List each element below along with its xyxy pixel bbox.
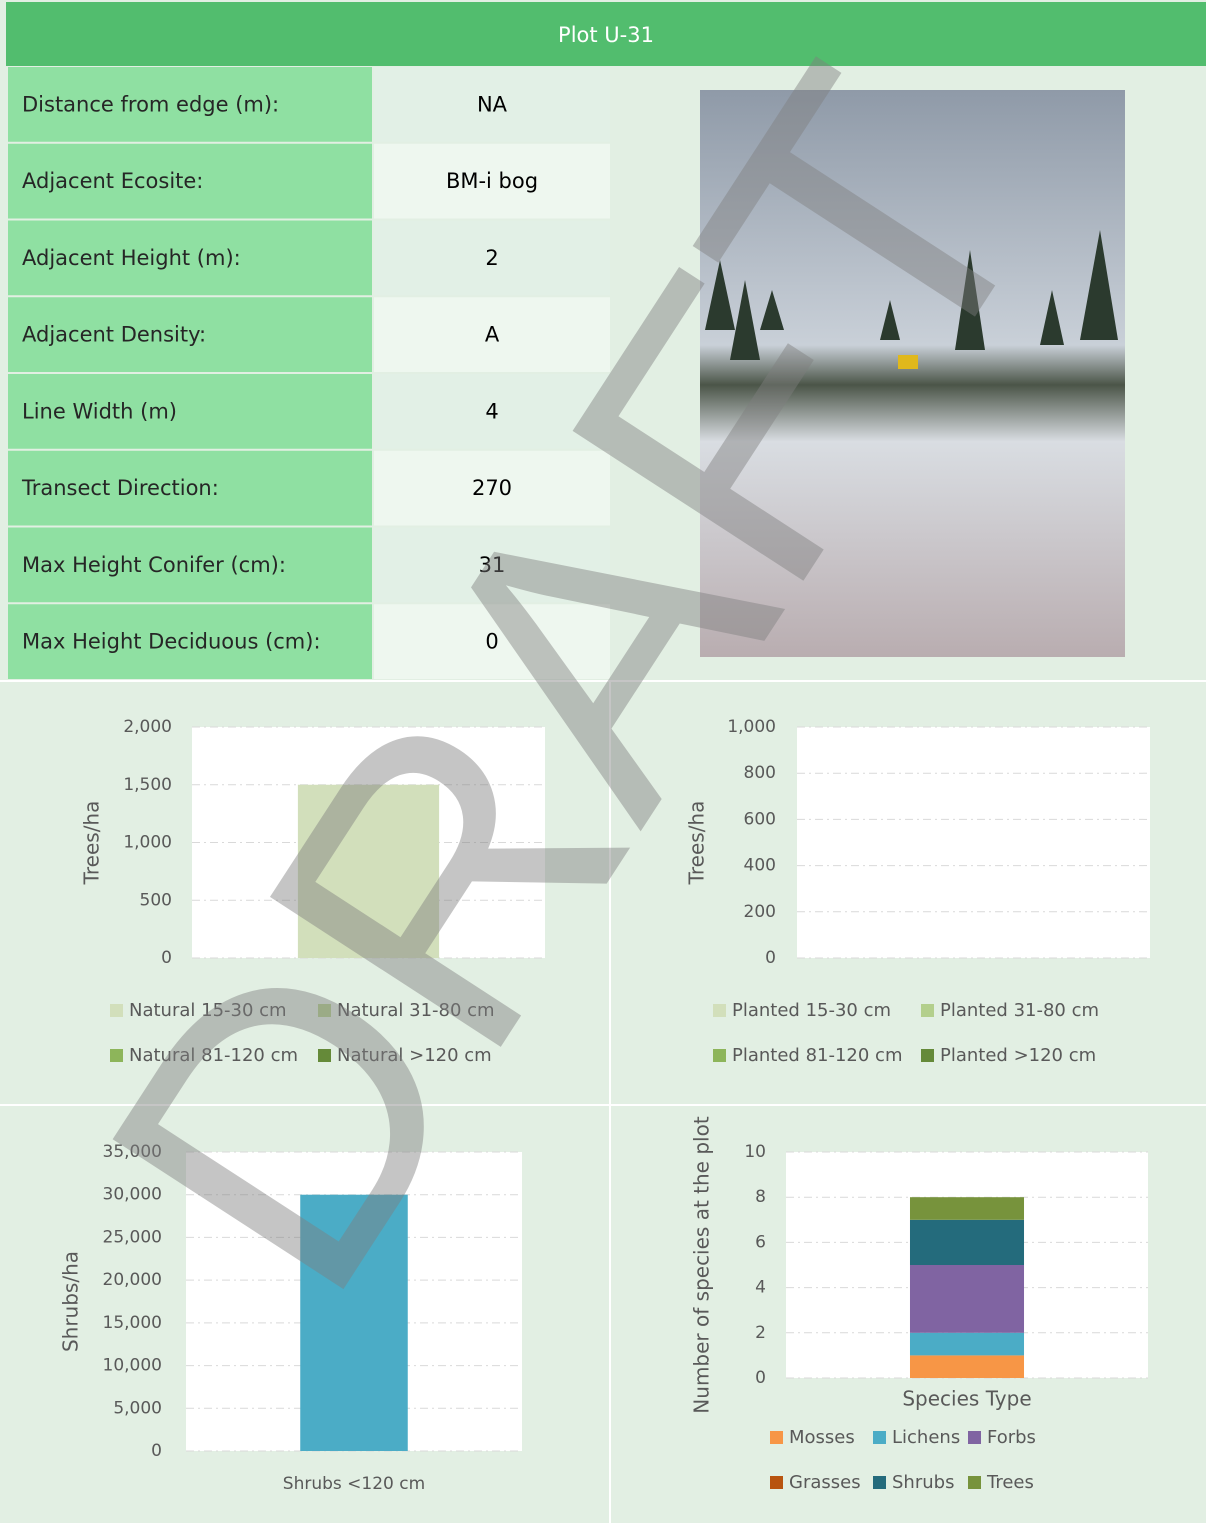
y-tick-label: 4 [755, 1278, 766, 1298]
legend-swatch [921, 1049, 934, 1062]
y-tick-label: 10,000 [103, 1356, 162, 1376]
legend-label: Planted 81-120 cm [732, 1045, 902, 1066]
row-value: A [485, 323, 500, 347]
y-tick-label: 1,000 [123, 833, 172, 853]
legend-label: Lichens [892, 1427, 960, 1448]
x-tick-label: Species Type [902, 1387, 1031, 1411]
row-label: Max Height Conifer (cm): [22, 553, 286, 577]
legend-swatch [713, 1049, 726, 1062]
legend-label: Trees [986, 1472, 1034, 1493]
row-value: 2 [485, 246, 498, 270]
bar-segment [910, 1197, 1024, 1220]
legend-label: Planted >120 cm [940, 1045, 1096, 1066]
y-tick-label: 1,500 [123, 775, 172, 795]
bar-segment [910, 1355, 1024, 1378]
plot-area [797, 727, 1150, 958]
y-tick-label: 2 [755, 1323, 766, 1343]
bar-segment [910, 1220, 1024, 1265]
row-value: NA [477, 92, 508, 116]
legend-label: Planted 15-30 cm [732, 1000, 891, 1021]
page: Plot U-31 Distance from edge (m): NA Adjac… [0, 0, 1206, 1523]
legend-label: Planted 31-80 cm [940, 1000, 1099, 1021]
legend-swatch [873, 1476, 886, 1489]
legend-swatch [770, 1431, 783, 1444]
row-label: Max Height Deciduous (cm): [22, 630, 321, 654]
legend-label: Shrubs [892, 1472, 954, 1493]
legend-swatch [770, 1476, 783, 1489]
y-axis-label: Number of species at the plot [690, 1116, 714, 1414]
y-tick-label: 10 [744, 1142, 766, 1162]
y-tick-label: 5,000 [113, 1398, 162, 1418]
bar-segment [910, 1333, 1024, 1356]
y-tick-label: 8 [755, 1187, 766, 1207]
legend-label: Grasses [789, 1472, 861, 1493]
row-label: Transect Direction: [21, 476, 219, 500]
y-axis-label: Shrubs/ha [59, 1251, 83, 1352]
bar-segment [910, 1265, 1024, 1333]
y-tick-label: 400 [744, 856, 776, 876]
y-tick-label: 0 [755, 1368, 766, 1388]
y-tick-label: 0 [151, 1441, 162, 1461]
y-tick-label: 20,000 [103, 1270, 162, 1290]
row-label: Adjacent Height (m): [22, 246, 241, 270]
x-tick-label: Shrubs <120 cm [283, 1474, 425, 1494]
legend-swatch [873, 1431, 886, 1444]
y-tick-label: 0 [765, 948, 776, 968]
row-label: Line Width (m) [22, 399, 177, 423]
y-tick-label: 15,000 [103, 1313, 162, 1333]
legend-swatch [713, 1004, 726, 1017]
row-label: Adjacent Density: [22, 323, 206, 347]
row-value: BM-i bog [446, 169, 538, 193]
legend-swatch [968, 1431, 981, 1444]
y-tick-label: 6 [755, 1232, 766, 1252]
legend-swatch [921, 1004, 934, 1017]
y-tick-label: 200 [744, 902, 776, 922]
y-tick-label: 2,000 [123, 717, 172, 737]
row-label: Distance from edge (m): [22, 92, 279, 116]
legend-label: Mosses [789, 1427, 855, 1448]
y-axis-label: Trees/ha [80, 801, 104, 886]
header-title: Plot U-31 [558, 23, 654, 47]
y-tick-label: 25,000 [103, 1227, 162, 1247]
legend-label: Forbs [987, 1427, 1036, 1448]
row-label: Adjacent Ecosite: [22, 169, 203, 193]
legend-swatch [968, 1476, 981, 1489]
